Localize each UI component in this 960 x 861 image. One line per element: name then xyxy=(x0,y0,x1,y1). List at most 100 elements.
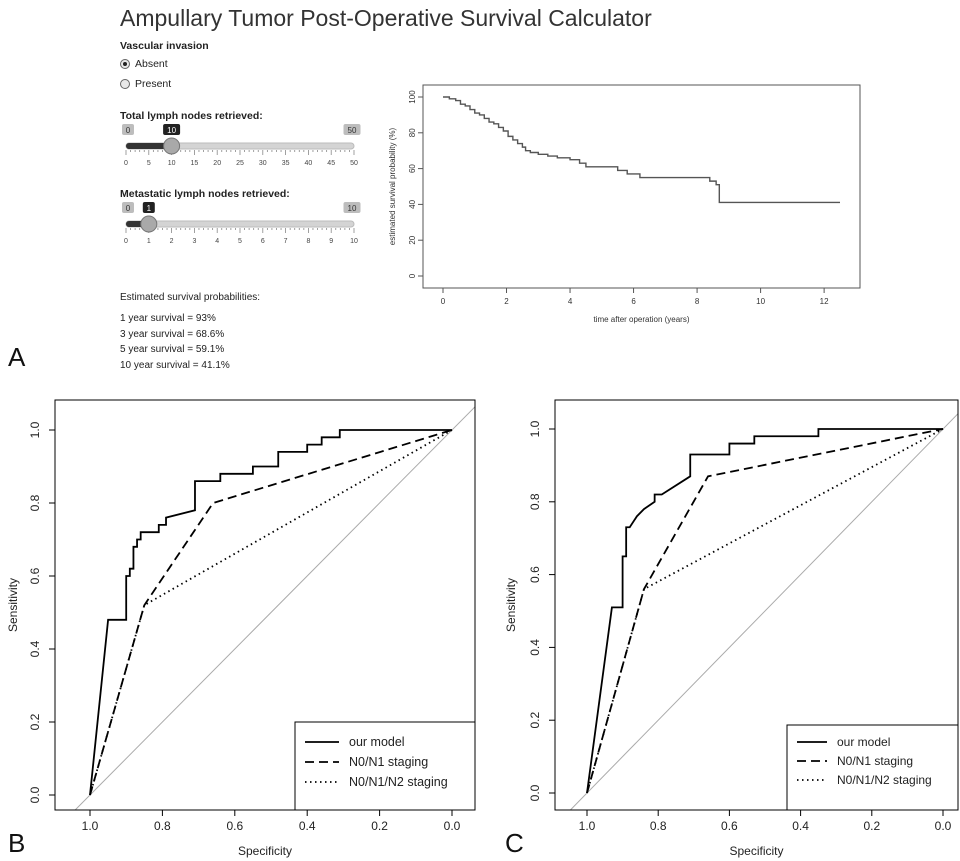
x-tick-label: 6 xyxy=(631,297,636,306)
slider-tick-label: 25 xyxy=(236,160,244,167)
plot-frame xyxy=(54,399,476,811)
x-tick-label: 1.0 xyxy=(82,819,99,833)
x-tick-label: 0.8 xyxy=(650,819,667,833)
slider-value-badge-text: 1 xyxy=(147,204,152,213)
x-axis-label: Specificity xyxy=(238,844,292,858)
plot-frame xyxy=(554,399,959,811)
plot-area xyxy=(74,406,475,810)
panel-letter-b: B xyxy=(8,828,26,858)
radio-unselected-icon xyxy=(120,79,130,89)
slider-tick-label: 35 xyxy=(282,160,290,167)
radio-label: Absent xyxy=(135,58,168,70)
y-tick-label: 100 xyxy=(408,90,417,104)
plot-area xyxy=(569,412,958,810)
y-axis-label: Sensitivity xyxy=(6,578,20,632)
roc-curve-solid xyxy=(89,429,452,796)
slider-max-badge-text: 10 xyxy=(348,204,357,213)
legend-label: N0/N1 staging xyxy=(349,755,428,769)
slider-tick-label: 30 xyxy=(259,160,267,167)
slider-value-badge-text: 10 xyxy=(167,126,176,135)
results-list: 1 year survival = 93% 3 year survival = … xyxy=(120,311,230,373)
y-tick-label: 0.8 xyxy=(28,494,42,511)
x-tick-label: 0.8 xyxy=(154,819,171,833)
vascular-absent-radio[interactable]: Absent xyxy=(120,58,168,70)
slider-value-badge xyxy=(163,124,181,135)
reference-diagonal xyxy=(74,406,475,810)
slider-tick-label: 6 xyxy=(261,238,265,245)
legend-label: N0/N1 staging xyxy=(837,754,913,768)
roc-curve-dotted xyxy=(586,428,944,794)
y-axis-label: estimated survival probability (%) xyxy=(388,127,397,245)
y-tick-label: 0.2 xyxy=(28,713,42,730)
roc-chart-b: 1.0 0.8 0.6 0.4 0.2 0.0 0.0 0.2 0.4 0.6 0.8 1.0 Spec… xyxy=(6,399,476,858)
vascular-present-radio[interactable]: Present xyxy=(120,78,171,90)
x-tick-label: 0.4 xyxy=(792,819,809,833)
x-tick-label: 8 xyxy=(695,297,700,306)
page-title: Ampullary Tumor Post-Operative Survival … xyxy=(120,5,652,31)
result-line: 5 year survival = 59.1% xyxy=(120,344,225,355)
slider-tick-label: 40 xyxy=(305,160,313,167)
x-tick-label: 10 xyxy=(756,297,765,306)
slider-min-badge-text: 0 xyxy=(126,126,131,135)
x-tick-label: 0.4 xyxy=(299,819,316,833)
x-tick-label: 2 xyxy=(504,297,509,306)
legend-label: our model xyxy=(349,735,405,749)
x-tick-label: 4 xyxy=(568,297,573,306)
y-tick-label: 0.6 xyxy=(528,566,542,583)
total-nodes-label: Total lymph nodes retrieved: xyxy=(120,110,263,122)
plot-frame xyxy=(422,84,861,289)
slider-tick-label: 4 xyxy=(215,238,219,245)
x-axis-label: Specificity xyxy=(729,844,783,858)
radio-label: Present xyxy=(135,78,172,90)
survival-curve-chart: 0 2 4 6 8 10 12 0 20 40 60 80 100 time after operatio… xyxy=(388,84,861,324)
slider-fill xyxy=(126,143,172,149)
y-tick-label: 0.6 xyxy=(28,567,42,584)
slider-track xyxy=(125,220,355,228)
panel-letter-c: C xyxy=(505,828,524,858)
slider-tick-label: 20 xyxy=(213,160,221,167)
legend-label: N0/N1/N2 staging xyxy=(837,773,932,787)
slider-tick-label: 50 xyxy=(350,160,358,167)
legend-label: N0/N1/N2 staging xyxy=(349,775,448,789)
slider-tick-label: 15 xyxy=(191,160,199,167)
slider-tick-label: 0 xyxy=(124,160,128,167)
y-tick-label: 0.0 xyxy=(528,784,542,801)
slider-tick-label: 9 xyxy=(329,238,333,245)
legend-box xyxy=(786,724,959,811)
y-tick-label: 0.8 xyxy=(528,493,542,510)
y-tick-label: 20 xyxy=(408,235,417,244)
y-tick-label: 0.2 xyxy=(528,712,542,729)
survival-curve-line xyxy=(443,96,840,204)
y-tick-label: 80 xyxy=(408,128,417,137)
slider-max-badge-text: 50 xyxy=(348,126,357,135)
slider-tick-label: 3 xyxy=(192,238,196,245)
x-tick-label: 0 xyxy=(441,297,446,306)
results-heading: Estimated survival probabilities: xyxy=(120,292,261,303)
slider-tick-label: 7 xyxy=(284,238,288,245)
legend-label: our model xyxy=(837,735,890,749)
slider-tick-label: 45 xyxy=(327,160,335,167)
result-line: 3 year survival = 68.6% xyxy=(120,328,225,340)
x-tick-label: 0.0 xyxy=(935,819,952,833)
y-tick-label: 0.4 xyxy=(28,640,42,657)
slider-handle xyxy=(140,215,158,233)
slider-min-badge xyxy=(122,124,134,135)
slider-handle xyxy=(163,137,181,155)
result-line: 1 year survival = 93% xyxy=(120,313,216,324)
slider-tick-label: 10 xyxy=(350,238,358,245)
y-tick-label: 0.0 xyxy=(28,786,42,803)
vascular-invasion-label: Vascular invasion xyxy=(120,40,209,52)
y-tick-label: 40 xyxy=(408,199,417,208)
slider-value-badge xyxy=(142,202,155,213)
x-tick-label: 0.6 xyxy=(226,819,243,833)
legend-box xyxy=(294,721,476,811)
slider-tick-label: 5 xyxy=(147,160,151,167)
panel-letter-a: A xyxy=(8,342,26,372)
slider-max-badge xyxy=(343,202,361,213)
slider-max-badge xyxy=(343,124,361,135)
roc-curve-dotted xyxy=(89,429,453,796)
slider-tick-label: 8 xyxy=(306,238,310,245)
slider-tick-label: 0 xyxy=(124,238,128,245)
